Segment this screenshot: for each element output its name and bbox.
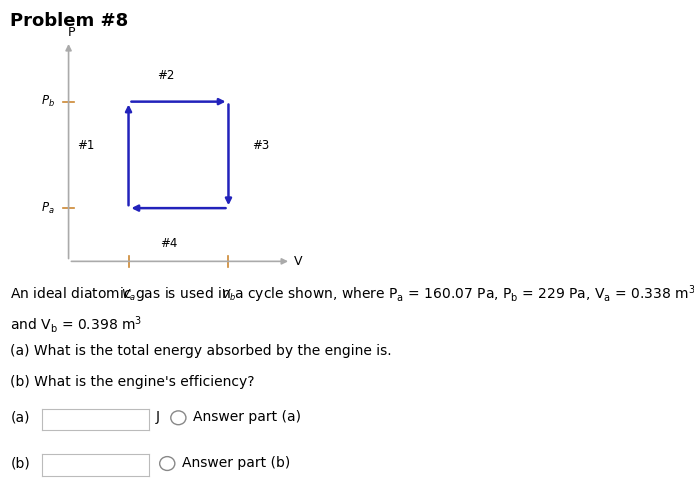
Text: #1: #1: [77, 139, 95, 151]
Text: V: V: [294, 255, 302, 268]
Text: (b) What is the engine's efficiency?: (b) What is the engine's efficiency?: [10, 375, 255, 389]
Text: $P_a$: $P_a$: [41, 200, 55, 216]
Text: Answer part (b): Answer part (b): [182, 456, 290, 470]
Text: (b): (b): [10, 456, 30, 470]
Text: #3: #3: [253, 139, 269, 151]
Text: (a): (a): [10, 410, 30, 424]
Text: #2: #2: [158, 69, 175, 82]
Text: J: J: [156, 410, 160, 424]
Text: $V_b$: $V_b$: [221, 288, 236, 303]
Text: An ideal diatomic gas is used in a cycle shown, where P$_\mathregular{a}$ = 160.: An ideal diatomic gas is used in a cycle…: [10, 283, 694, 305]
Text: $P_b$: $P_b$: [41, 94, 55, 109]
Text: #4: #4: [160, 237, 177, 250]
Text: Problem #8: Problem #8: [10, 12, 128, 30]
Text: and V$_\mathregular{b}$ = 0.398 m$^3$: and V$_\mathregular{b}$ = 0.398 m$^3$: [10, 314, 143, 334]
Text: $V_a$: $V_a$: [121, 288, 136, 303]
Text: Answer part (a): Answer part (a): [193, 410, 301, 424]
Text: P: P: [67, 26, 75, 39]
Text: (a) What is the total energy absorbed by the engine is.: (a) What is the total energy absorbed by…: [10, 344, 392, 358]
